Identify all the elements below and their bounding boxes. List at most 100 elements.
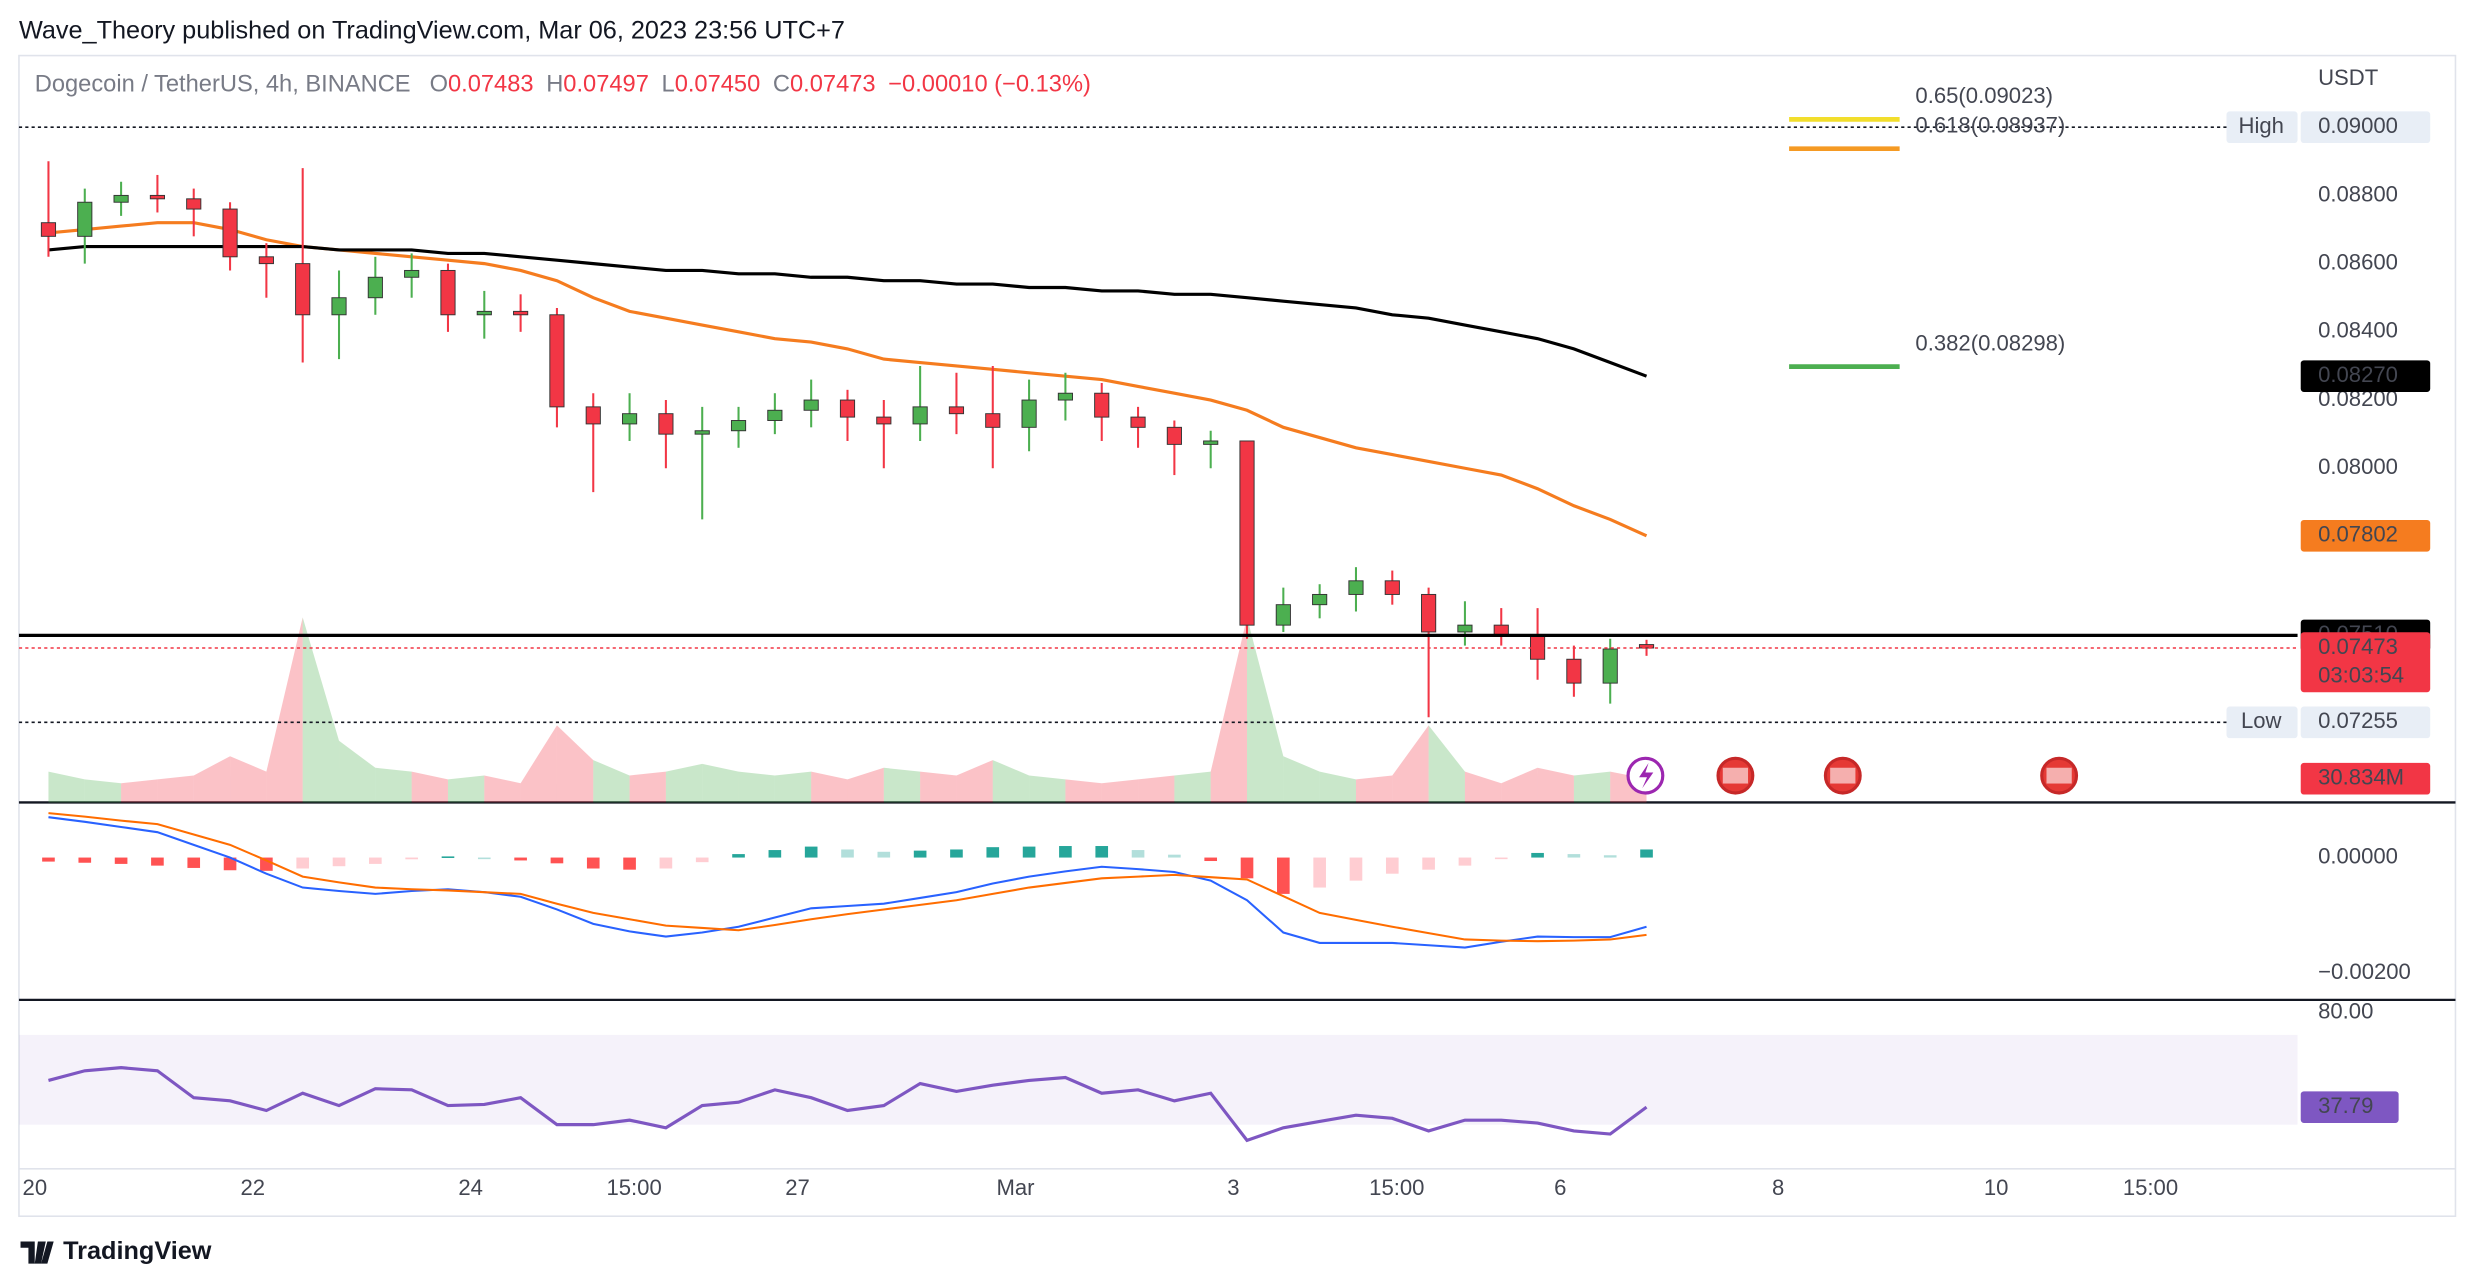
fib-label: 0.65(0.09023)	[1915, 83, 2053, 108]
volume-area	[48, 771, 85, 803]
volume-area	[1283, 756, 1320, 803]
x-tick-label: 15:00	[606, 1175, 661, 1200]
macd-histogram-bar	[1131, 850, 1145, 858]
candle-body	[839, 399, 856, 418]
volume-area	[230, 756, 267, 803]
candle-body	[258, 256, 274, 265]
macd-histogram-bar	[223, 857, 237, 871]
candle-body	[585, 406, 601, 425]
level-tag-label: High	[2239, 113, 2284, 138]
price-tag-label: 37.79	[2318, 1093, 2373, 1118]
macd-histogram-bar	[550, 857, 564, 864]
volume-area	[1428, 725, 1465, 803]
macd-histogram-bar	[151, 857, 164, 866]
volume-area	[1319, 771, 1356, 803]
macd-histogram-bar	[623, 857, 636, 870]
macd-histogram-bar	[332, 857, 346, 867]
candle-body	[621, 413, 638, 425]
volume-area	[484, 775, 521, 803]
legend-value: 0.07497	[563, 72, 649, 98]
volume-area	[593, 760, 630, 803]
candle-body	[1566, 658, 1582, 684]
macd-histogram-bar	[1022, 846, 1036, 858]
candle-body	[1312, 593, 1328, 606]
candle-body	[40, 222, 57, 237]
macd-histogram-bar	[405, 857, 418, 860]
volume-area	[811, 771, 848, 803]
event-icon-glyph	[1830, 767, 1856, 784]
level-tag	[2226, 111, 2298, 143]
price-tag-label: 0.07802	[2318, 522, 2398, 547]
y-tick-label: 0.08800	[2318, 181, 2398, 206]
macd-histogram-bar	[1640, 849, 1653, 858]
candle-body	[658, 413, 674, 435]
macd-histogram-bar	[1458, 857, 1472, 866]
event-icon-glyph	[2046, 767, 2072, 784]
candle-body	[1348, 580, 1364, 595]
macd-histogram-bar	[1240, 857, 1254, 879]
price-tag	[2300, 632, 2431, 693]
level-tag-label: Low	[2241, 708, 2283, 733]
price-countdown: 03:03:54	[2318, 662, 2404, 687]
volume-area	[1501, 767, 1538, 803]
event-icons	[1626, 756, 2079, 795]
volume-area	[1392, 725, 1429, 803]
macd-histogram-bar	[1385, 857, 1399, 874]
macd-histogram-bar	[477, 857, 491, 860]
legend-title: Dogecoin / TetherUS, 4h, BINANCE	[35, 72, 411, 98]
x-tick-label: 3	[1227, 1175, 1239, 1200]
volume-tag-label: 30.834M	[2318, 765, 2404, 790]
brand-logo	[20, 1241, 54, 1264]
macd-histogram-bar	[514, 857, 527, 861]
volume-area	[1573, 771, 1611, 803]
price-tag	[2300, 1091, 2399, 1123]
volume-area	[774, 771, 812, 803]
rsi-line	[48, 1066, 1648, 1143]
volume-area	[1174, 771, 1211, 803]
legend-value: 0.07450	[675, 72, 761, 98]
ohlc-legend: Dogecoin / TetherUS, 4h, BINANCE O0.07483…	[35, 72, 1091, 98]
macd-histogram-bar	[1095, 846, 1109, 858]
candle-body	[513, 310, 529, 316]
candle-body	[1239, 440, 1255, 626]
macd-histogram-bar	[1349, 857, 1363, 881]
volume-area	[447, 775, 485, 803]
price-tag-label: 0.08270	[2318, 362, 2398, 387]
legend-key: H	[546, 72, 563, 98]
y-tick-label: 0.08400	[2318, 318, 2398, 343]
moving-average	[48, 244, 1648, 378]
macd-histogram-bar	[441, 856, 455, 858]
volume-area	[1355, 775, 1393, 803]
y-tick-label: 80.00	[2318, 998, 2373, 1023]
legend-value: 0.07473	[790, 72, 876, 98]
candle-body	[767, 409, 783, 421]
candle-body	[331, 297, 347, 316]
candle-body	[149, 194, 165, 200]
volume-area	[1065, 779, 1102, 803]
macd-histogram-bar	[732, 854, 745, 858]
signal-line	[48, 812, 1647, 943]
candle-body	[440, 269, 456, 316]
y-tick-label: 0.00000	[2318, 843, 2398, 868]
volume-area	[1247, 617, 1284, 803]
macd-histogram-bar	[768, 850, 782, 858]
candle-body	[985, 413, 1001, 428]
candle-body	[1094, 392, 1110, 418]
macd-histogram-bar	[913, 850, 927, 858]
candle-body	[1203, 440, 1219, 445]
x-tick-label: Mar	[996, 1175, 1034, 1200]
volume-area	[883, 767, 921, 803]
volume-tag	[2300, 762, 2431, 795]
y-axis-unit: USDT	[2318, 65, 2378, 90]
volume-area	[665, 763, 703, 803]
candle-body	[1021, 399, 1037, 428]
candle-body	[1166, 426, 1182, 445]
level-tag	[2226, 706, 2298, 739]
candle-body	[186, 198, 202, 210]
volume-area	[556, 725, 594, 803]
volume-area	[121, 779, 158, 803]
x-tick-label: 20	[23, 1175, 48, 1200]
volume-area	[920, 771, 957, 803]
volume-area	[1537, 767, 1574, 803]
